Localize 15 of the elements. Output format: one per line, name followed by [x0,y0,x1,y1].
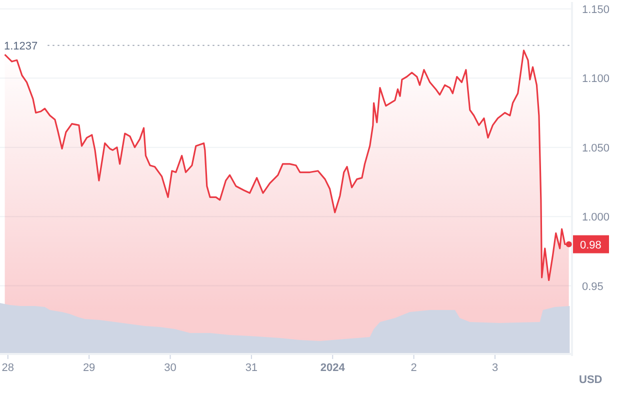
x-tick-label: 29 [82,362,96,374]
y-tick-label: 0.95 [582,280,604,293]
y-tick-label: 1.150 [582,4,610,16]
x-tick-label: 2024 [320,362,346,374]
ref-line-label: 1.1237 [4,40,38,52]
y-tick-label: 1.050 [582,142,610,154]
y-tick-label: 1.100 [582,73,610,86]
y-tick-label: 1.000 [582,212,610,224]
x-tick-label: 28 [2,362,14,374]
x-tick-label: 3 [492,362,498,374]
y-axis-title: USD [579,374,602,386]
x-tick-label: 30 [164,362,176,374]
x-tick-label: 31 [245,362,258,374]
x-tick-label: 2 [410,362,417,374]
annotation: 0.98 [580,239,602,252]
